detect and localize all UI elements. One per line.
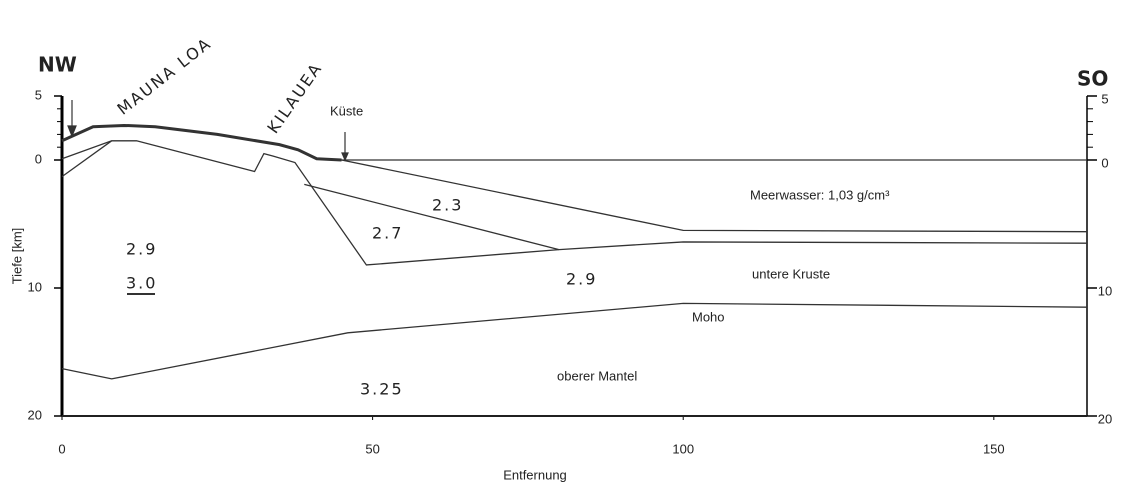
x-tick-label: 50 xyxy=(365,441,379,456)
nw-label: NW xyxy=(38,53,77,77)
cross-section: NW SO MAUNA LOA KILAUEA Küste Meerwasser… xyxy=(0,0,1125,488)
y-tick-label: 10 xyxy=(1098,283,1112,298)
y-tick-label: 0 xyxy=(35,151,42,166)
y-tick-label: 20 xyxy=(28,407,42,422)
y-tick-label: 5 xyxy=(1101,91,1108,106)
mauna-loa: MAUNA LOA xyxy=(114,34,216,119)
moho-label: Moho xyxy=(692,309,725,324)
mantle-label: oberer Mantel xyxy=(557,368,637,383)
so-label: SO xyxy=(1077,67,1108,91)
kilauea: KILAUEA xyxy=(263,59,326,137)
density: 3.0 xyxy=(126,274,157,293)
decoration xyxy=(68,100,348,294)
y-tick-label: 10 xyxy=(28,279,42,294)
lower-crust-label: untere Kruste xyxy=(752,266,830,281)
y-tick-label: 20 xyxy=(1098,411,1112,426)
coast-label: Küste xyxy=(330,103,363,118)
x-axis-label: Entfernung xyxy=(503,467,567,482)
y-axis-label: Tiefe [km] xyxy=(9,228,24,285)
density: 2.7 xyxy=(372,224,403,243)
y-tick-label: 0 xyxy=(1101,155,1108,170)
density: 2.3 xyxy=(432,196,463,215)
x-tick-label: 100 xyxy=(672,441,694,456)
x-tick-label: 150 xyxy=(983,441,1005,456)
boundary xyxy=(304,184,559,249)
density: 3.25 xyxy=(360,380,404,399)
seawater-label: Meerwasser: 1,03 g/cm³ xyxy=(750,187,890,202)
density: 2.9 xyxy=(126,240,157,259)
y-tick-label: 5 xyxy=(35,87,42,102)
density: 2.9 xyxy=(566,270,597,289)
boundary xyxy=(62,125,342,160)
boundary xyxy=(62,141,112,177)
x-tick-label: 0 xyxy=(58,441,65,456)
arrow-head xyxy=(342,153,348,160)
